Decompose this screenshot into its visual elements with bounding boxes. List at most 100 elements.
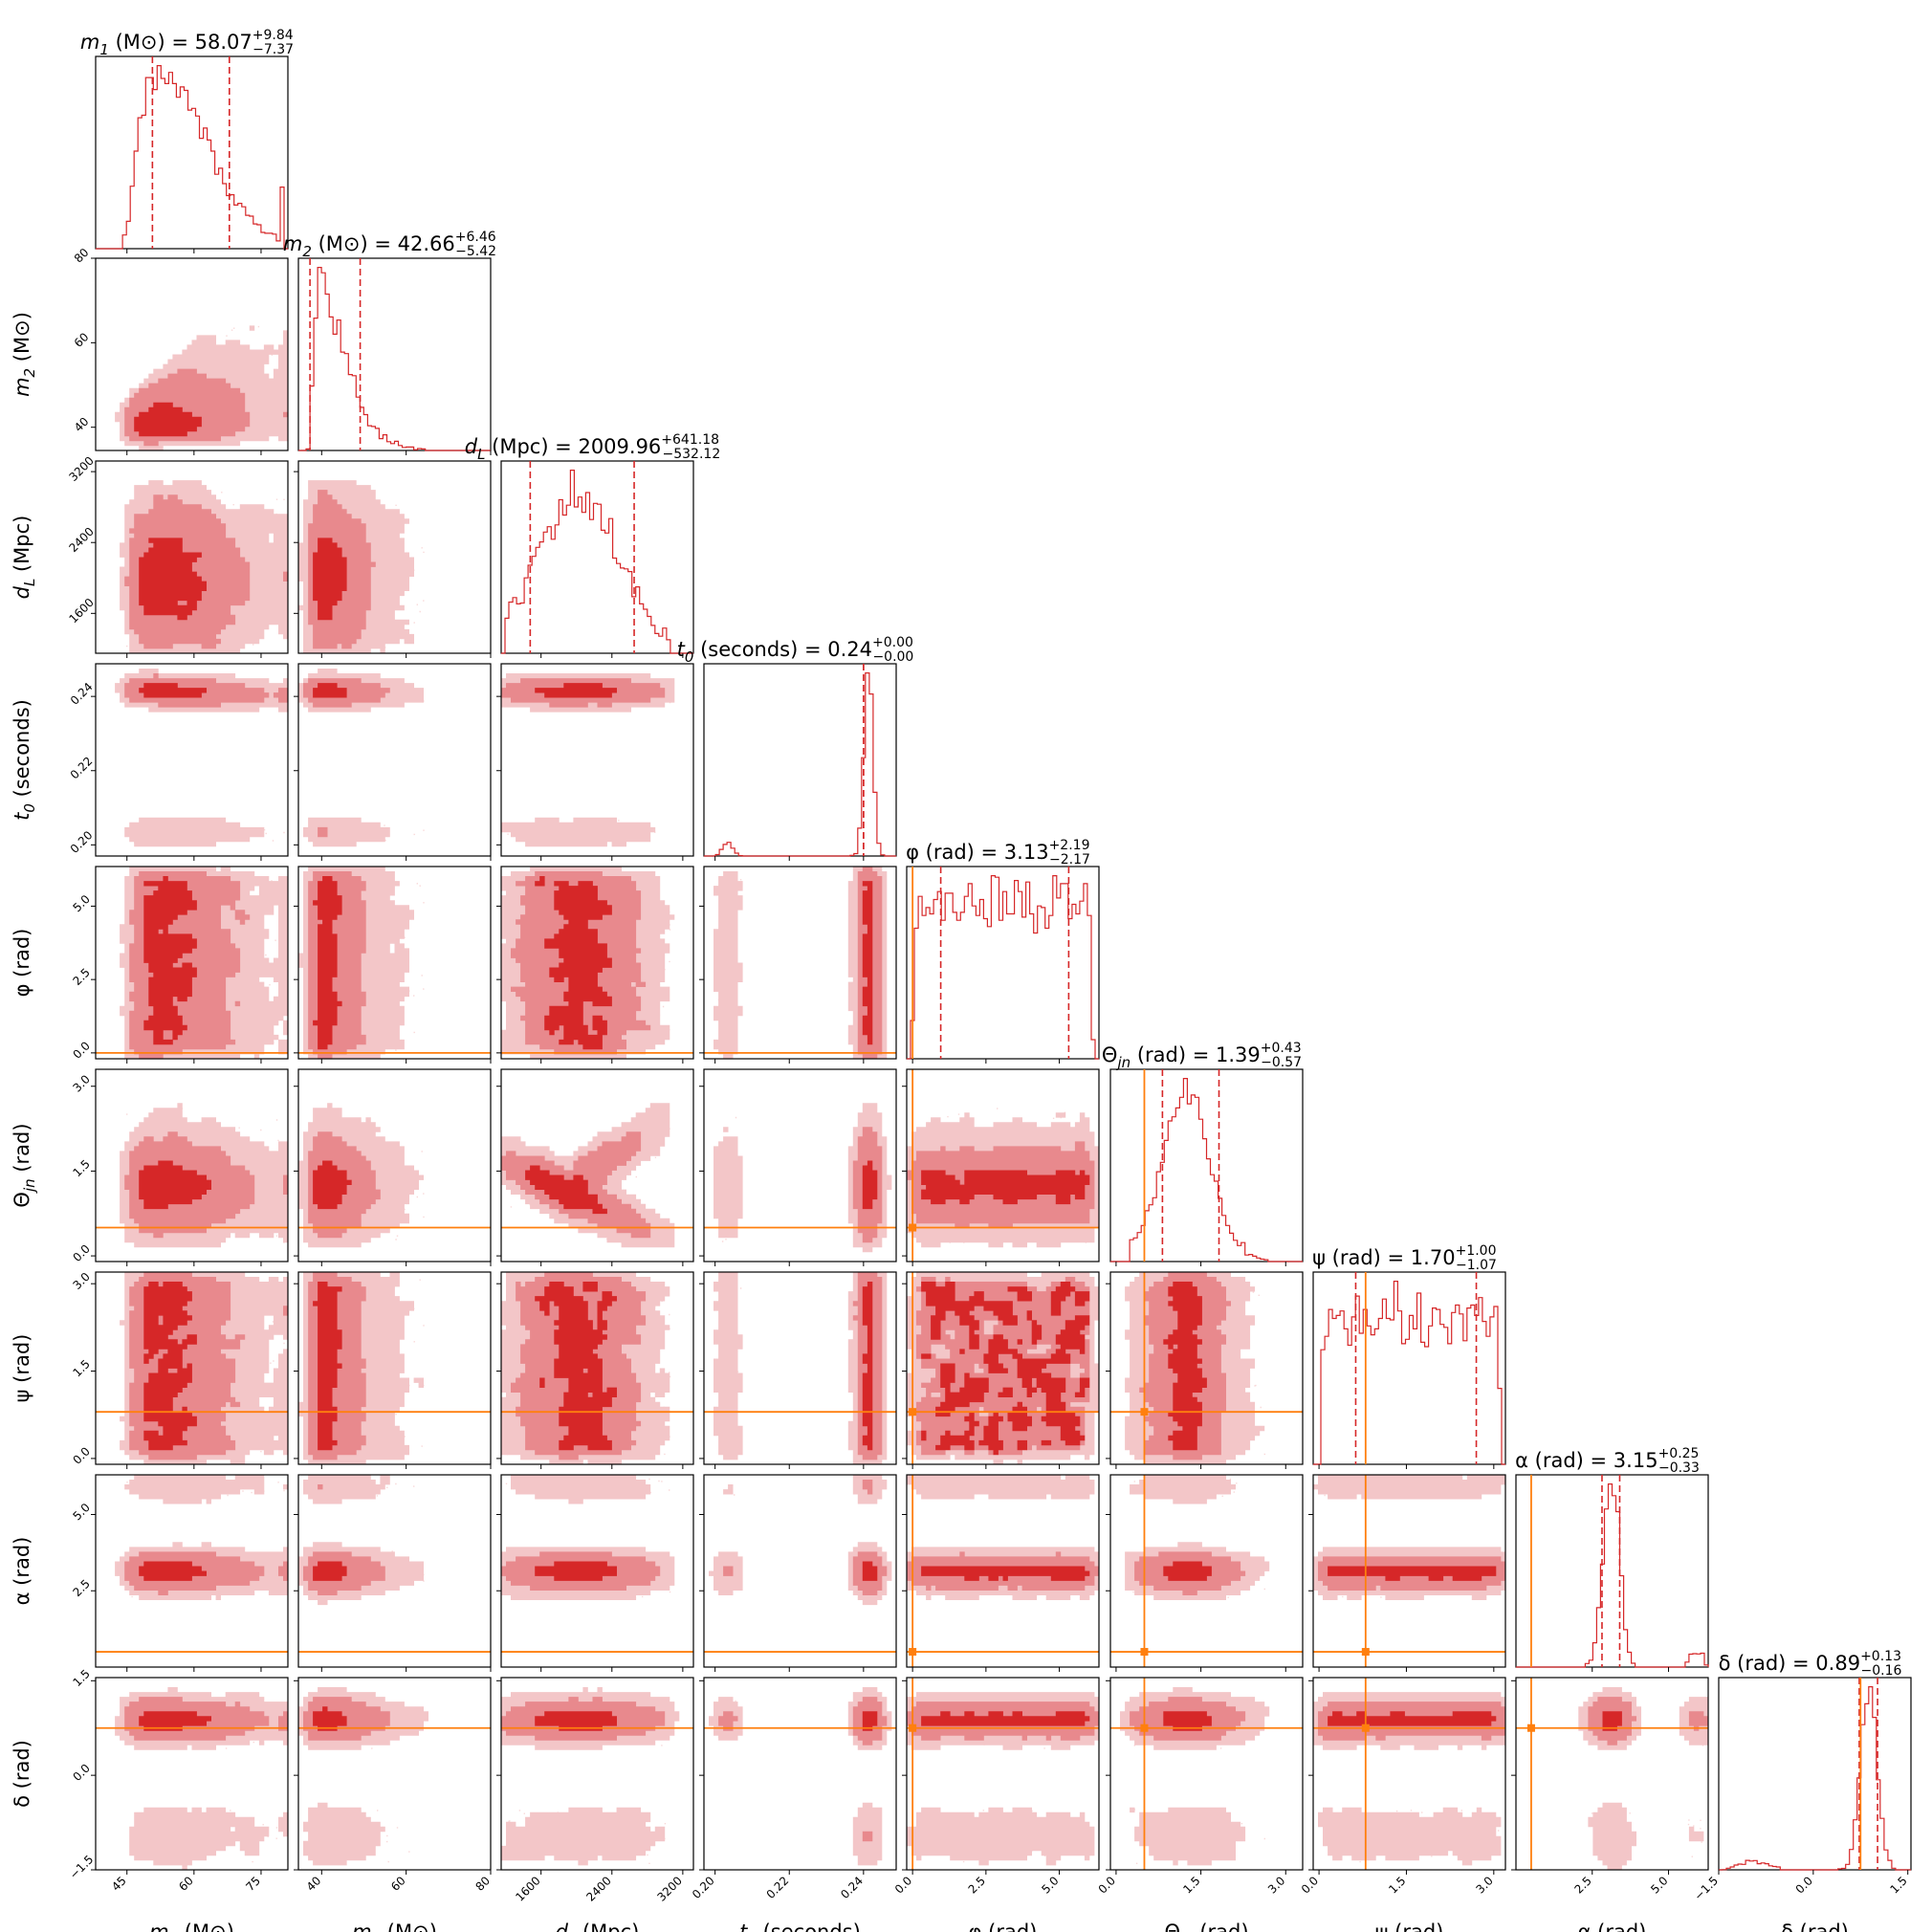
density-region-middle [1588, 1697, 1708, 1745]
density-region-core [862, 881, 873, 1045]
hist-title-alpha: α (rad) = 3.15+0.25 −0.33 [1515, 1446, 1700, 1476]
density-region-outer [709, 1687, 892, 1866]
density-region-middle [1139, 1272, 1231, 1460]
truth-marker [909, 1408, 917, 1416]
truth-marker [1361, 1648, 1370, 1657]
x-axis-label-m2: m2 (M⊙) [352, 1921, 437, 1932]
axes-frame [1515, 1677, 1709, 1871]
axes-frame [500, 460, 694, 654]
panel-hist-theta: Θjn (rad) = 1.39+0.43 −0.57 [1102, 1041, 1304, 1262]
density-region-core [139, 1561, 207, 1581]
truth-marker [1140, 1648, 1149, 1657]
density-region-core [139, 1160, 211, 1210]
density-region-outer [298, 1687, 428, 1866]
panel-delta-vs-theta [1109, 1677, 1304, 1871]
density-region-core [139, 538, 207, 621]
density-region-middle [308, 490, 376, 649]
histogram-theta [1110, 1078, 1303, 1262]
panel-psi-vs-dL [500, 1271, 694, 1465]
y-tick-label: 80 [72, 246, 92, 266]
axes-frame [1312, 1271, 1506, 1465]
x-tick-label: 40 [304, 1874, 324, 1894]
axes-frame [95, 1068, 289, 1262]
density-region-core [862, 1282, 873, 1451]
axes-frame [1109, 1068, 1304, 1262]
truth-marker [909, 1223, 917, 1232]
histogram-delta [1719, 1686, 1911, 1871]
hist-title-phi: φ (rad) = 3.13+2.19 −2.17 [906, 838, 1090, 867]
x-tick-label: 1.5 [1180, 1874, 1202, 1896]
y-tick-label: 0.0 [70, 1242, 92, 1264]
density-region-middle [907, 1701, 1099, 1741]
panel-phi-vs-dL [500, 866, 694, 1060]
density-region-core [525, 1165, 607, 1215]
density-region-outer [714, 1103, 892, 1253]
density-region-outer [120, 1272, 288, 1464]
y-tick-label: 1.5 [70, 1157, 92, 1179]
panel-m2-vs-m1 [95, 257, 289, 451]
density-region-core [313, 1706, 347, 1731]
y-tick-label: 0.0 [70, 1444, 92, 1466]
truth-marker [1140, 1723, 1149, 1732]
axes-frame [500, 1271, 694, 1465]
axes-frame [297, 1271, 492, 1465]
density-region-core [1328, 1566, 1497, 1581]
y-tick-label: 2.5 [70, 1577, 92, 1599]
density-region-outer [120, 1103, 288, 1248]
axes-frame [95, 663, 289, 857]
axes-frame [1718, 1677, 1912, 1871]
density-region-outer [501, 673, 675, 847]
density-region-middle [124, 1131, 288, 1239]
density-region-middle [723, 1480, 888, 1595]
density-region-middle [124, 494, 288, 649]
panel-alpha-vs-m2 [297, 1474, 492, 1668]
density-region-middle [907, 1141, 1095, 1229]
histogram-alpha [1516, 1483, 1709, 1668]
panel-alpha-vs-phi [906, 1474, 1100, 1668]
panel-alpha-vs-theta [1109, 1474, 1304, 1668]
y-tick-label: 5.0 [70, 892, 92, 914]
hist-title-delta: δ (rad) = 0.89+0.13 −0.16 [1719, 1649, 1902, 1679]
x-axis-label-m1: m1 (M⊙) [149, 1921, 234, 1932]
y-tick-label: 40 [72, 415, 92, 435]
panel-psi-vs-phi [906, 1271, 1100, 1465]
density-region-outer [115, 325, 288, 450]
y-axis-label-alpha: α (rad) [11, 1537, 33, 1606]
x-tick-label: 0.24 [838, 1874, 866, 1901]
x-tick-label: 75 [243, 1874, 263, 1894]
panel-delta-vs-m1 [95, 1677, 289, 1871]
axes-frame [95, 1474, 289, 1668]
axes-frame [703, 663, 897, 857]
density-region-outer [1125, 1475, 1270, 1600]
hist-title-m1: m1 (M⊙) = 58.07+9.84 −7.37 [80, 28, 294, 58]
truth-marker [1361, 1723, 1370, 1732]
truth-marker [909, 1648, 917, 1657]
density-region-core [143, 1282, 197, 1451]
axes-frame [1109, 1271, 1304, 1465]
density-region-middle [303, 1484, 385, 1595]
density-region-core [139, 1711, 211, 1731]
x-axis-label-theta: Θjn (rad) [1164, 1921, 1248, 1932]
density-region-core [921, 1566, 1090, 1581]
panel-psi-vs-m1 [95, 1271, 289, 1465]
x-axis-label-alpha: α (rad) [1578, 1921, 1647, 1932]
density-region-middle [303, 678, 390, 838]
panel-delta-vs-psi [1312, 1677, 1506, 1871]
density-region-core [313, 1282, 342, 1451]
x-tick-label: 2.5 [966, 1874, 988, 1896]
y-tick-label: 3.0 [70, 1072, 92, 1094]
density-region-core [535, 1561, 617, 1581]
panel-t0-vs-dL [500, 663, 694, 857]
panel-theta-vs-m2 [297, 1068, 492, 1262]
axes-frame [95, 257, 289, 451]
axes-frame [500, 866, 694, 1060]
panel-hist-dL: dL (Mpc) = 2009.96+641.18 −532.12 [465, 432, 720, 654]
axes-frame [1312, 1677, 1506, 1871]
density-region-outer [115, 1687, 288, 1870]
y-tick-label: 1.5 [71, 1357, 93, 1379]
panel-hist-alpha: α (rad) = 3.15+0.25 −0.33 [1515, 1446, 1709, 1668]
density-region-middle [501, 678, 666, 708]
hist-title-t0: t0 (seconds) = 0.24+0.00 −0.00 [677, 635, 914, 666]
density-region-core [921, 1170, 1090, 1205]
density-region-core [143, 876, 197, 1045]
